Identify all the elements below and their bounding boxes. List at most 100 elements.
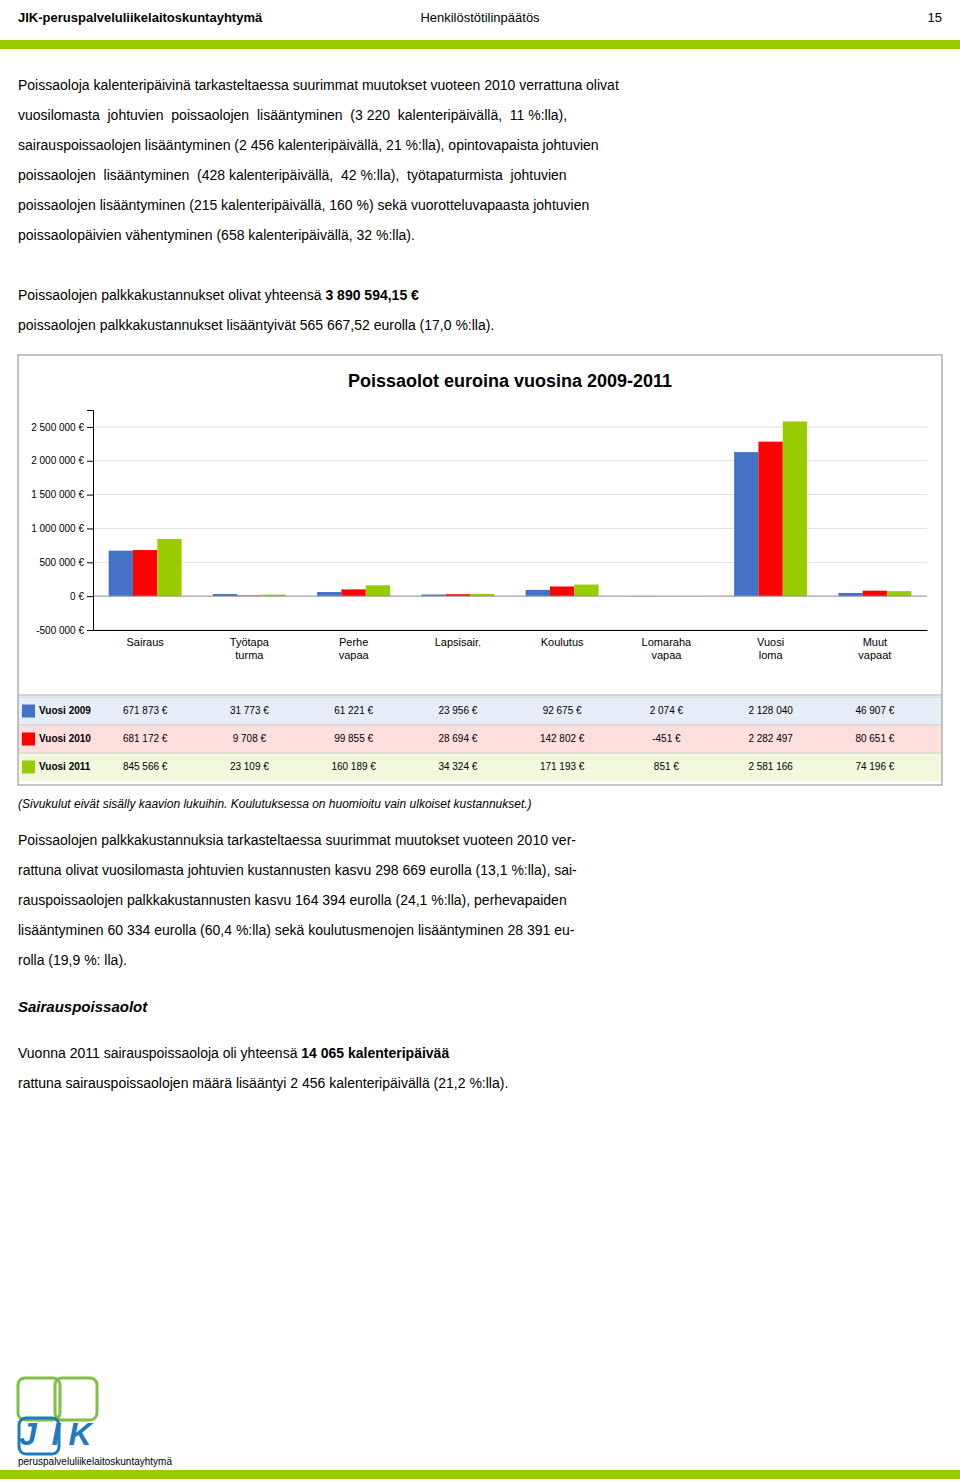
- bar: [574, 585, 598, 597]
- grid-line: [93, 630, 927, 631]
- legend-swatch: [22, 705, 35, 718]
- bar: [863, 591, 887, 596]
- y-tick-label: -500 000 €: [36, 625, 84, 636]
- y-tick-label: 1 500 000 €: [31, 489, 84, 500]
- bars: [109, 421, 912, 596]
- table-row: [19, 697, 942, 725]
- value-label: 23 956 €: [438, 705, 477, 716]
- x-tick-label-line: Lomaraha: [642, 636, 692, 648]
- value-label: 34 324 €: [438, 761, 477, 772]
- x-tick-label: Perhevapaa: [339, 636, 370, 661]
- x-tick-label-line: Vuosi: [757, 636, 784, 648]
- paragraph-bold: 14 065 kalenteripäivää: [301, 1045, 449, 1061]
- x-tick-label: Muutvapaat: [858, 636, 891, 661]
- y-tick-mark: [87, 461, 93, 462]
- header-left: JIK-peruspalveluliikelaitoskuntayhtymä: [18, 10, 263, 25]
- header-line: [0, 40, 960, 49]
- logo-letter: I: [52, 1416, 62, 1452]
- x-axis-line: [94, 630, 928, 631]
- paragraph-line: Poissaolojen palkkakustannukset olivat y…: [18, 287, 325, 303]
- y-tick-label: 2 500 000 €: [31, 422, 84, 433]
- x-tick-label: Koulutus: [541, 636, 584, 648]
- value-label: 671 873 €: [123, 705, 168, 716]
- x-tick: Lapsisair.: [435, 636, 481, 648]
- x-tick-label-line: loma: [759, 649, 784, 661]
- x-tick-label: Lomarahavapaa: [642, 636, 692, 661]
- value-label: 23 109 €: [230, 761, 269, 772]
- value-label: 80 651 €: [855, 733, 894, 744]
- value-label: 46 907 €: [855, 705, 894, 716]
- x-tick: Perhevapaa: [339, 636, 370, 661]
- value-label: 74 196 €: [855, 761, 894, 772]
- bar: [109, 551, 133, 596]
- value-label: 851 €: [654, 761, 679, 772]
- footer-line: [0, 1470, 960, 1479]
- value-label: 171 193 €: [540, 761, 585, 772]
- bar: [157, 539, 181, 596]
- x-tick-label-line: Muut: [863, 636, 887, 648]
- legend-label: Vuosi 2011: [39, 761, 91, 772]
- y-tick-mark: [87, 495, 93, 496]
- paragraph-line: poissaolojen lisääntyminen (428 kalenter…: [18, 167, 567, 183]
- paragraph-line: rauspoissaolojen palkkakustannusten kasv…: [18, 892, 567, 908]
- page: JIK-peruspalveluliikelaitoskuntayhtymäHe…: [0, 0, 960, 1481]
- value-label: 28 694 €: [438, 733, 477, 744]
- table-row: [19, 753, 942, 781]
- y-tick-label: 0 €: [70, 591, 84, 602]
- section-title: Sairauspoissaolot: [18, 998, 148, 1015]
- chart-title: Poissaolot euroina vuosina 2009-2011: [348, 371, 672, 391]
- footnote: (Sivukulut eivät sisälly kaavion lukuihi…: [18, 797, 532, 811]
- x-tick-label-line: Sairaus: [126, 636, 164, 648]
- x-tick-label-line: Perhe: [339, 636, 368, 648]
- x-tick: Lomarahavapaa: [642, 636, 692, 661]
- y-axis-line: [87, 411, 94, 631]
- paragraph-line: lisääntyminen 60 334 eurolla (60,4 %:lla…: [18, 922, 575, 938]
- chart-frame: [18, 355, 942, 785]
- y-tick: 500 000 €: [40, 557, 94, 568]
- table-row: [19, 725, 942, 753]
- y-tick-mark: [87, 596, 93, 597]
- paragraph-line: rattuna sairauspoissaolojen määrä lisään…: [18, 1075, 508, 1091]
- bar-series: [133, 442, 887, 597]
- legend-label: Vuosi 2010: [39, 733, 91, 744]
- y-tick-mark: [87, 427, 93, 428]
- header-right: 15: [928, 10, 942, 25]
- x-tick-label: Lapsisair.: [435, 636, 481, 648]
- x-tick-label: Vuosiloma: [757, 636, 784, 661]
- value-label: 31 773 €: [230, 705, 269, 716]
- y-tick-mark: [87, 528, 93, 529]
- legend-swatch: [22, 733, 35, 746]
- paragraph-line: Poissaolojen palkkakustannuksia tarkaste…: [18, 832, 576, 848]
- x-tick-label-line: vapaa: [651, 649, 682, 661]
- bar: [550, 586, 574, 596]
- bar: [734, 452, 758, 596]
- x-tick-label-line: vapaa: [339, 649, 370, 661]
- y-tick-label: 2 000 000 €: [31, 455, 84, 466]
- x-tick-label: Sairaus: [126, 636, 164, 648]
- paragraph-line: rattuna olivat vuosilomasta johtuvien ku…: [18, 862, 577, 878]
- value-label: 2 581 166: [748, 761, 793, 772]
- table-separator: [18, 753, 942, 754]
- paragraph-line: sairauspoissaolojen lisääntyminen (2 456…: [18, 137, 599, 153]
- y-tick-mark: [87, 630, 93, 631]
- y-tick: 1 500 000 €: [31, 489, 93, 500]
- paragraph-line: Poissaoloja kalenteripäivinä tarkastelta…: [18, 77, 619, 93]
- x-tick: Työtapaturma: [230, 636, 270, 661]
- logo-shape: [55, 1378, 97, 1420]
- x-tick-label: Työtapaturma: [230, 636, 270, 661]
- table-border: [18, 695, 942, 696]
- logo-text: peruspalveluliikelaitoskuntayhtymä: [18, 1456, 172, 1467]
- paragraph-line: poissaolojen palkkakustannukset lisäänty…: [18, 317, 494, 333]
- y-tick: 1 000 000 €: [31, 523, 93, 534]
- x-tick-label-line: Työtapa: [230, 636, 270, 648]
- y-tick: 0 €: [70, 591, 93, 602]
- value-label: -451 €: [652, 733, 681, 744]
- x-tick: Sairaus: [126, 636, 164, 648]
- paragraph-line: rolla (19,9 %: lla).: [18, 952, 127, 968]
- y-axis: -500 000 € 0 € 500 000 € 1 000 000 € 1 500 0…: [31, 411, 93, 636]
- bar-series: [157, 421, 911, 596]
- value-label: 9 708 €: [233, 733, 267, 744]
- table-separator: [18, 725, 942, 726]
- paragraph-line: Vuonna 2011 sairauspoissaoloja oli yhtee…: [18, 1045, 301, 1061]
- y-tick: 2 500 000 €: [31, 422, 93, 433]
